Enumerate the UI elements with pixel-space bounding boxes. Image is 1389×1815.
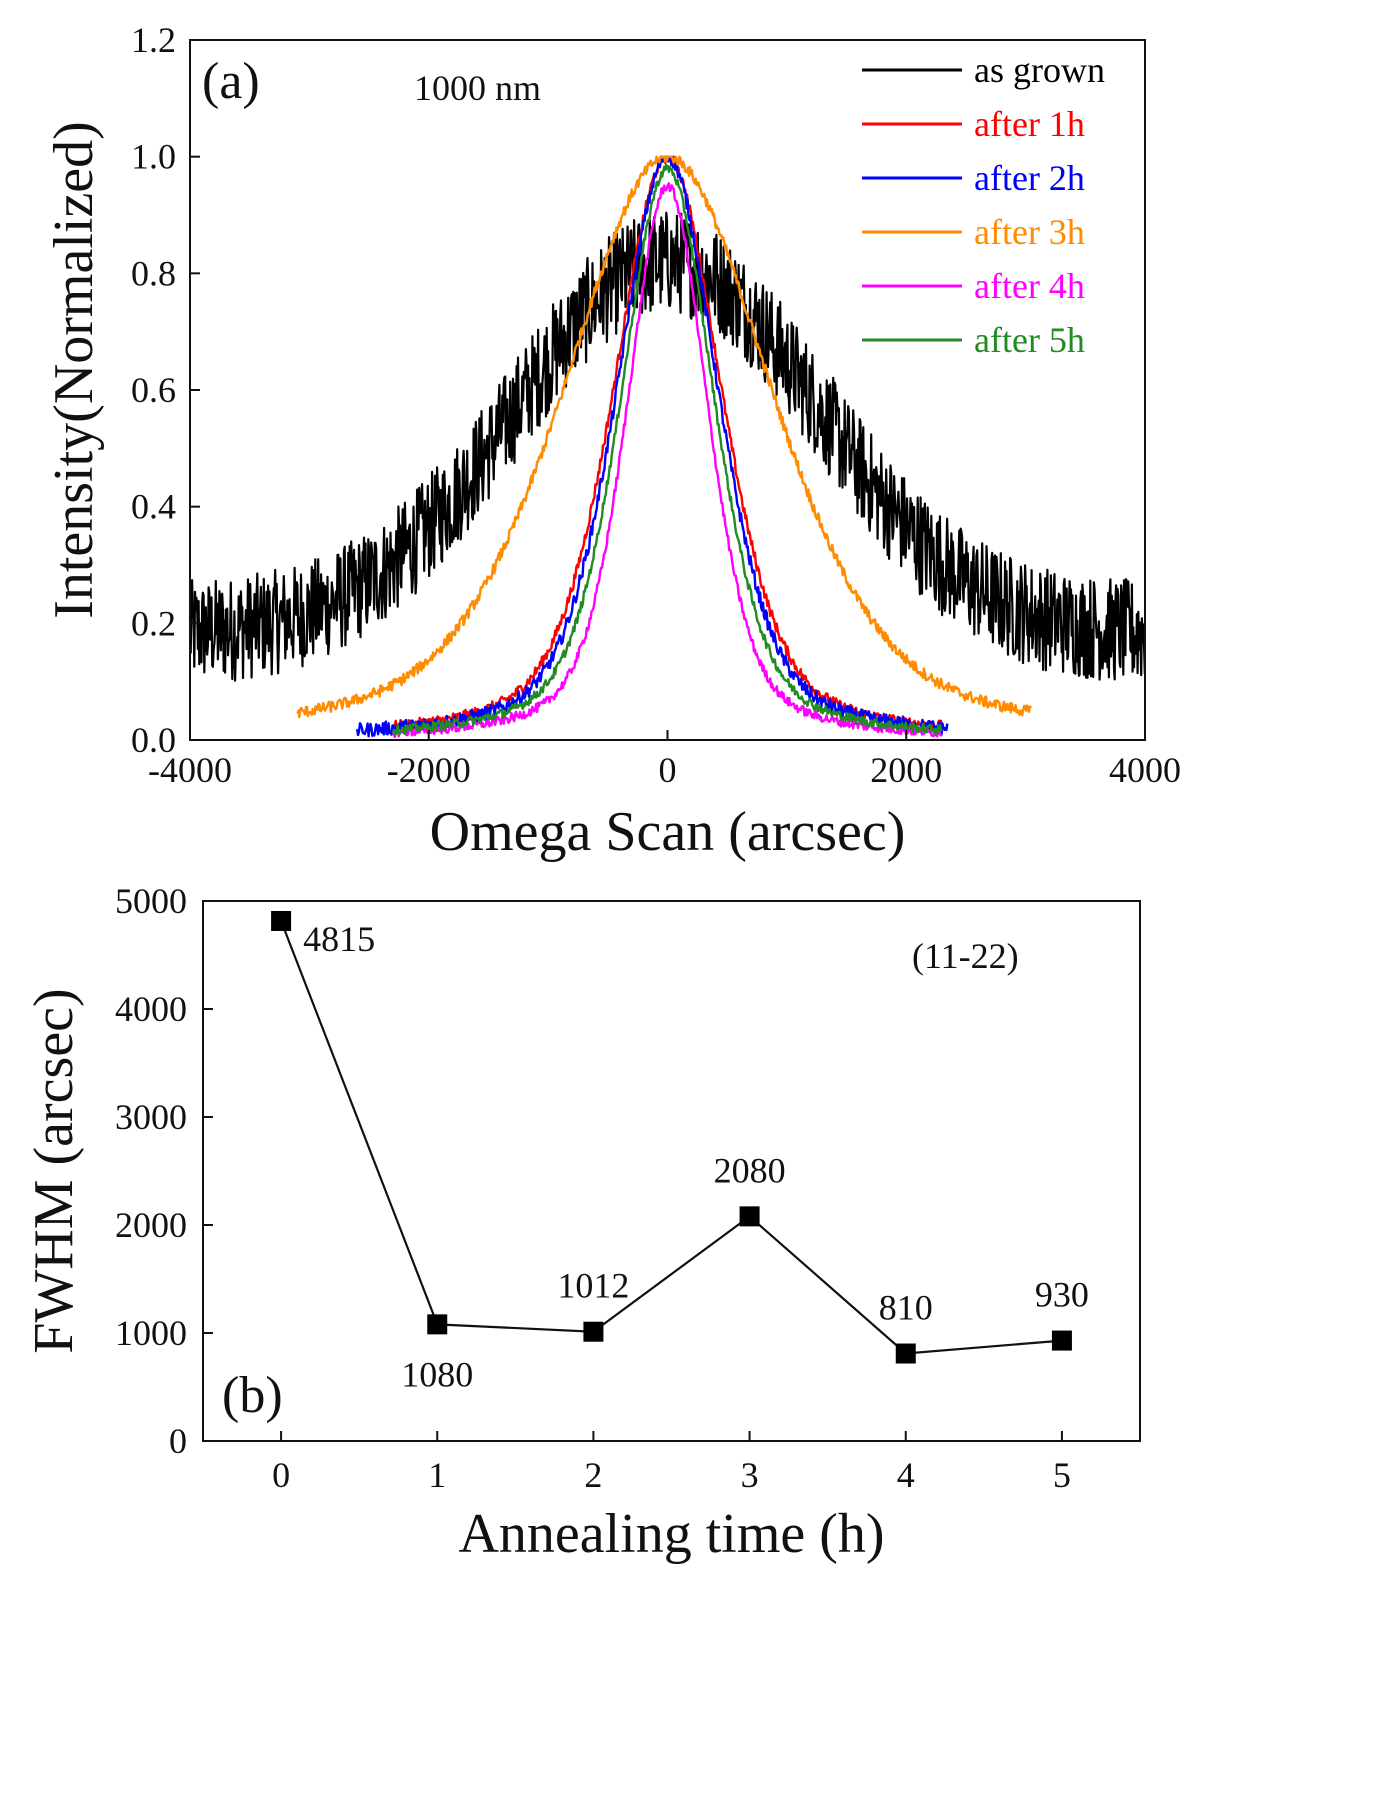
panel-a-intensity-chart: -4000 -2000 0 2000 4000 0.0 0.2 0.4 0.6 0.8 1.0 1.… xyxy=(43,20,1181,863)
panel-a-x-tick-label: 4000 xyxy=(1109,750,1181,790)
fwhm-data-label: 930 xyxy=(1035,1275,1089,1315)
panel-a-x-tick-label: -4000 xyxy=(148,750,232,790)
fwhm-data-point xyxy=(427,1314,448,1335)
legend-label: after 2h xyxy=(974,158,1085,198)
panel-b-fwhm-chart: 4815 1080 1012 2080 810 930 0 1 2 3 4 5 0 1000 2000 3… xyxy=(23,881,1141,1565)
fwhm-data-point xyxy=(739,1206,760,1227)
fwhm-data-label: 1080 xyxy=(401,1354,473,1394)
panel-a-y-tick-label: 0.0 xyxy=(131,720,176,760)
series-line-after-3h xyxy=(296,155,1032,719)
series-line-as-grown xyxy=(188,211,1146,682)
legend-label: after 3h xyxy=(974,212,1085,252)
panel-b-y-tick-label: 0 xyxy=(169,1421,187,1461)
panel-a-y-tick-label: 0.8 xyxy=(131,253,176,293)
panel-a-thickness-annotation: 1000 nm xyxy=(414,68,541,108)
legend-label: after 1h xyxy=(974,104,1085,144)
panel-a-x-tick-label: -2000 xyxy=(387,750,471,790)
panel-b-plane-annotation: (11-22) xyxy=(912,936,1019,976)
legend-label: as grown xyxy=(974,50,1105,90)
panel-a-x-axis-title: Omega Scan (arcsec) xyxy=(430,801,906,863)
fwhm-data-point xyxy=(1051,1330,1072,1351)
fwhm-data-label: 1012 xyxy=(557,1266,629,1306)
panel-b-x-tick-label: 2 xyxy=(584,1455,602,1495)
panel-b-x-axis-title: Annealing time (h) xyxy=(458,1503,884,1565)
panel-b-plot-frame xyxy=(202,900,1141,1442)
panel-a-label: (a) xyxy=(202,53,260,110)
legend-label: after 4h xyxy=(974,266,1085,306)
series-line-after-4h xyxy=(391,182,943,739)
fwhm-data-point xyxy=(271,910,292,931)
panel-a-y-tick-label: 0.4 xyxy=(131,487,176,527)
panel-b-x-tick-label: 0 xyxy=(272,1455,290,1495)
series-line-after-5h xyxy=(391,163,944,736)
panel-a-legend: as grown after 1h after 2h after 3h after 4h… xyxy=(862,50,1105,360)
fwhm-data-label: 810 xyxy=(879,1288,933,1328)
panel-a-y-tick-label: 1.0 xyxy=(131,137,176,177)
fwhm-series-line xyxy=(280,920,1062,1355)
fwhm-data-label: 2080 xyxy=(714,1150,786,1190)
panel-b-x-tick-label: 5 xyxy=(1053,1455,1071,1495)
panel-b-y-tick-label: 3000 xyxy=(115,1097,187,1137)
panel-a-y-tick-label: 0.6 xyxy=(131,370,176,410)
panel-b-y-tick-label: 2000 xyxy=(115,1205,187,1245)
fwhm-data-point xyxy=(895,1343,916,1364)
panel-a-y-tick-label: 0.2 xyxy=(131,603,176,643)
panel-a-y-tick-label: 1.2 xyxy=(131,20,176,60)
panel-b-x-tick-label: 3 xyxy=(741,1455,759,1495)
panel-b-y-tick-label: 1000 xyxy=(115,1313,187,1353)
panel-a-x-tick-label: 0 xyxy=(659,750,677,790)
legend-label: after 5h xyxy=(974,320,1085,360)
panel-b-x-tick-label: 1 xyxy=(428,1455,446,1495)
panel-b-y-tick-label: 5000 xyxy=(115,881,187,921)
panel-b-label: (b) xyxy=(222,1367,283,1424)
panel-b-y-tick-label: 4000 xyxy=(115,989,187,1029)
fwhm-data-label: 4815 xyxy=(303,919,375,959)
panel-b-y-axis-title: FWHM (arcsec) xyxy=(23,988,85,1353)
panel-a-y-axis-title: Intensity(Normalized) xyxy=(43,121,105,619)
panel-b-x-tick-label: 4 xyxy=(897,1455,915,1495)
fwhm-data-point xyxy=(583,1321,604,1342)
panel-a-x-tick-label: 2000 xyxy=(870,750,942,790)
